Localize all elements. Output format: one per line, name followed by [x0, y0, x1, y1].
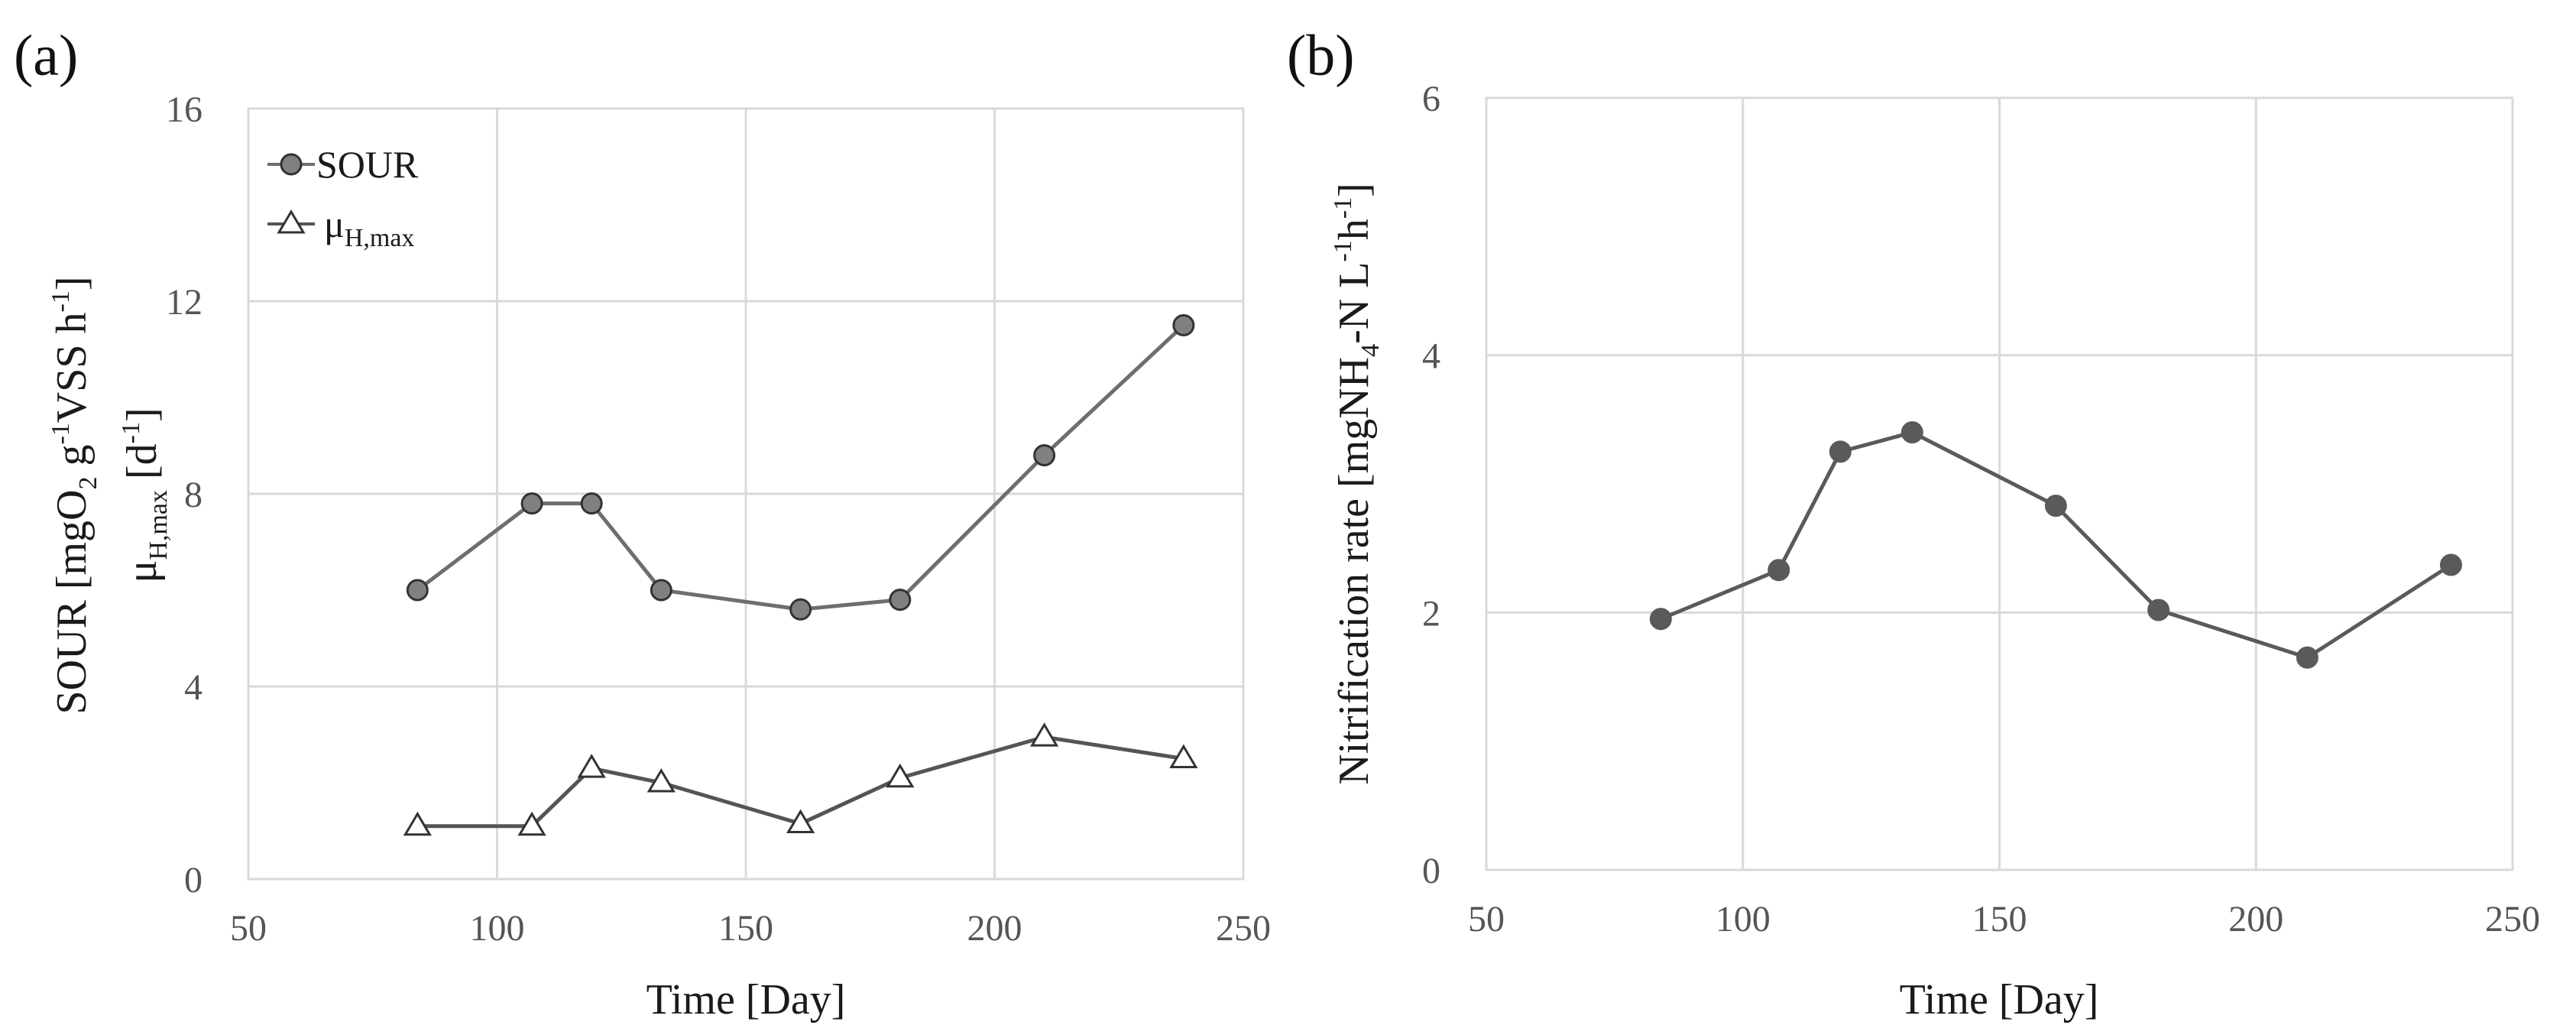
- panel-b-label: (b): [1287, 24, 1355, 88]
- panel-b-y-tick-label: 2: [1422, 593, 1440, 634]
- panel-b-series-0-point: [1900, 421, 1923, 444]
- panel-a-label: (a): [14, 24, 78, 88]
- panel-a-x-tick-label: 250: [1216, 908, 1271, 949]
- panel-a-series-1-point: [646, 768, 676, 793]
- legend-entry-sour: SOUR: [267, 143, 419, 186]
- panel-a-series-0-point: [406, 579, 429, 602]
- panel-a-legend: SOUR μH,max: [267, 143, 419, 252]
- panel-a-y-tick-label: 0: [184, 860, 203, 900]
- panel-b-series-0-line: [1660, 430, 2452, 660]
- legend-sour-label: SOUR: [316, 143, 419, 186]
- panel-b-y-ticks: 0 2 4 6: [1422, 79, 1440, 891]
- panel-a: (a) 50 100 150 200 250 0 4 8 12 16 Time [Day] SO…: [14, 24, 1271, 1024]
- panel-a-gridlines: [248, 109, 1243, 879]
- panel-b: (b) 50 100 150 200 250 0 2 4 6 Time [Day] Nitri…: [1287, 24, 2540, 1024]
- panel-b-x-axis-title: Time [Day]: [1900, 976, 2099, 1024]
- panel-a-y-tick-label: 4: [184, 667, 203, 708]
- panel-b-y-tick-label: 0: [1422, 851, 1440, 891]
- panel-b-series: [1649, 421, 2462, 669]
- panel-a-series-0-point: [650, 579, 672, 602]
- panel-a-series-1-point: [786, 809, 815, 834]
- panel-a-x-tick-label: 50: [230, 908, 267, 949]
- panel-a-series-1-point: [886, 763, 915, 788]
- panel-b-x-tick-label: 250: [2485, 899, 2540, 939]
- panel-a-series-1-point: [577, 754, 606, 778]
- panel-a-y-tick-label: 12: [166, 282, 203, 323]
- panel-a-x-tick-label: 200: [967, 908, 1022, 949]
- panel-a-x-axis-title: Time [Day]: [646, 976, 846, 1024]
- panel-b-series-0-point: [1649, 608, 1672, 631]
- panel-a-x-tick-label: 100: [470, 908, 525, 949]
- panel-b-series-0-point: [2439, 553, 2462, 576]
- panel-b-series-0-point: [2044, 495, 2067, 518]
- panel-a-series-1-point: [1029, 722, 1059, 747]
- panel-a-x-ticks: 50 100 150 200 250: [230, 908, 1271, 949]
- panel-a-series-0-point: [789, 598, 812, 621]
- panel-a-series-0-point: [580, 492, 603, 515]
- legend-entry-mu-h-max: μH,max: [267, 203, 414, 252]
- panel-a-y-tick-label: 8: [184, 475, 203, 515]
- panel-a-series-0-point: [1033, 444, 1056, 467]
- panel-a-y-axis-title: SOUR [mgO2 g-1VSS h-1] μH,max [d-1]: [47, 276, 173, 714]
- panel-a-series-0-point: [520, 492, 543, 515]
- panel-b-x-tick-label: 200: [2228, 899, 2283, 939]
- panel-a-y-ticks: 0 4 8 12 16: [166, 89, 203, 900]
- panel-b-series-0-point: [2296, 646, 2318, 669]
- panel-b-series-0-point: [2147, 599, 2170, 621]
- panel-a-x-tick-label: 150: [718, 908, 773, 949]
- panel-b-y-tick-label: 4: [1422, 336, 1440, 377]
- panel-a-series-1-point: [403, 811, 432, 836]
- panel-a-series: [403, 314, 1198, 836]
- panel-a-y-axis-title-line2: μH,max [d-1]: [117, 407, 173, 582]
- panel-b-y-tick-label: 6: [1422, 79, 1440, 119]
- panel-a-series-0-point: [1172, 314, 1195, 336]
- legend-sour-marker: [280, 153, 303, 176]
- panel-a-y-axis-title-line1: SOUR [mgO2 g-1VSS h-1]: [47, 276, 102, 714]
- panel-b-series-0-point: [1829, 440, 1852, 463]
- panel-b-x-tick-label: 50: [1468, 899, 1505, 939]
- panel-b-series-0-point: [1768, 559, 1790, 582]
- panel-a-series-1-point: [1169, 744, 1198, 768]
- panel-b-y-axis-title: Nitrification rate [mgNH4-N L-1h-1]: [1329, 183, 1385, 784]
- panel-b-x-tick-label: 150: [1972, 899, 2027, 939]
- legend-mu-marker: [277, 209, 306, 234]
- panel-a-series-0-point: [889, 589, 912, 612]
- panel-b-x-tick-label: 100: [1716, 899, 1771, 939]
- panel-b-x-ticks: 50 100 150 200 250: [1468, 899, 2540, 939]
- legend-mu-label: μH,max: [324, 203, 414, 252]
- panel-a-series-1-point: [517, 811, 546, 836]
- panel-a-series-1-line: [417, 735, 1184, 829]
- panel-a-y-tick-label: 16: [166, 89, 203, 130]
